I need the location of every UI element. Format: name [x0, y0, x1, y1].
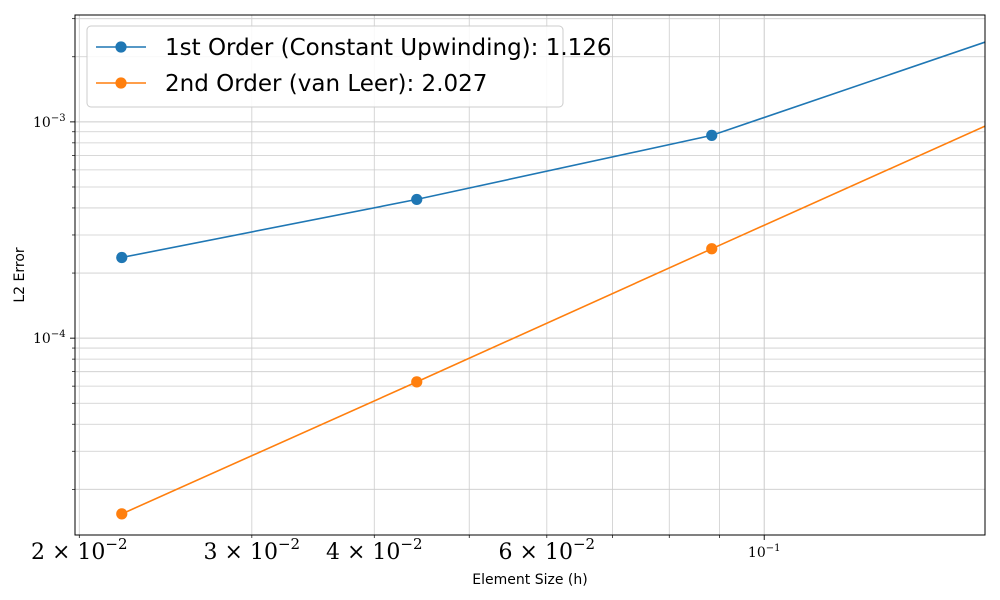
data-point-series-2	[116, 508, 128, 520]
y-tick-label: 10−4	[33, 329, 66, 347]
x-axis-title: Element Size (h)	[472, 572, 587, 588]
data-point-series-1	[411, 193, 423, 206]
x-tick-label: 4 × 10−2	[326, 535, 423, 565]
y-axis-title-main: L2 Error	[12, 247, 28, 303]
series-line-1	[121, 41, 985, 259]
data-point-series-1	[706, 129, 718, 141]
legend-marker-1	[115, 41, 127, 53]
tick-labels: 2 × 10−2 3 × 10−2 4 × 10−2 6 × 10−2 10−1 10−3…	[31, 113, 780, 565]
x-axis-title-main: Element Size (h)	[472, 572, 587, 588]
y-tick-label: 10−3	[33, 113, 66, 131]
plot-frame	[74, 14, 986, 536]
y-axis-title: L2 Error	[12, 247, 28, 303]
legend-label-2: 2nd Order (van Leer): 2.027	[165, 71, 487, 97]
legend-label-1: 1st Order (Constant Upwinding): 1.126	[165, 35, 612, 61]
x-tick-label: 6 × 10−2	[499, 535, 596, 565]
legend-box	[86, 25, 564, 108]
legend-marker-2	[115, 77, 127, 89]
data-point-series-1	[116, 251, 128, 264]
x-tick-label: 3 × 10−2	[204, 535, 301, 565]
axis-ticks	[70, 18, 765, 540]
x-tick-label: 10−1	[748, 543, 781, 561]
x-tick-label: 2 × 10−2	[31, 535, 128, 565]
data-point-series-2	[706, 243, 718, 255]
series-layer	[116, 41, 985, 520]
data-point-series-2	[411, 376, 423, 388]
legend: 1st Order (Constant Upwinding): 1.126 2nd…	[86, 25, 612, 108]
series-line-2	[121, 125, 985, 515]
